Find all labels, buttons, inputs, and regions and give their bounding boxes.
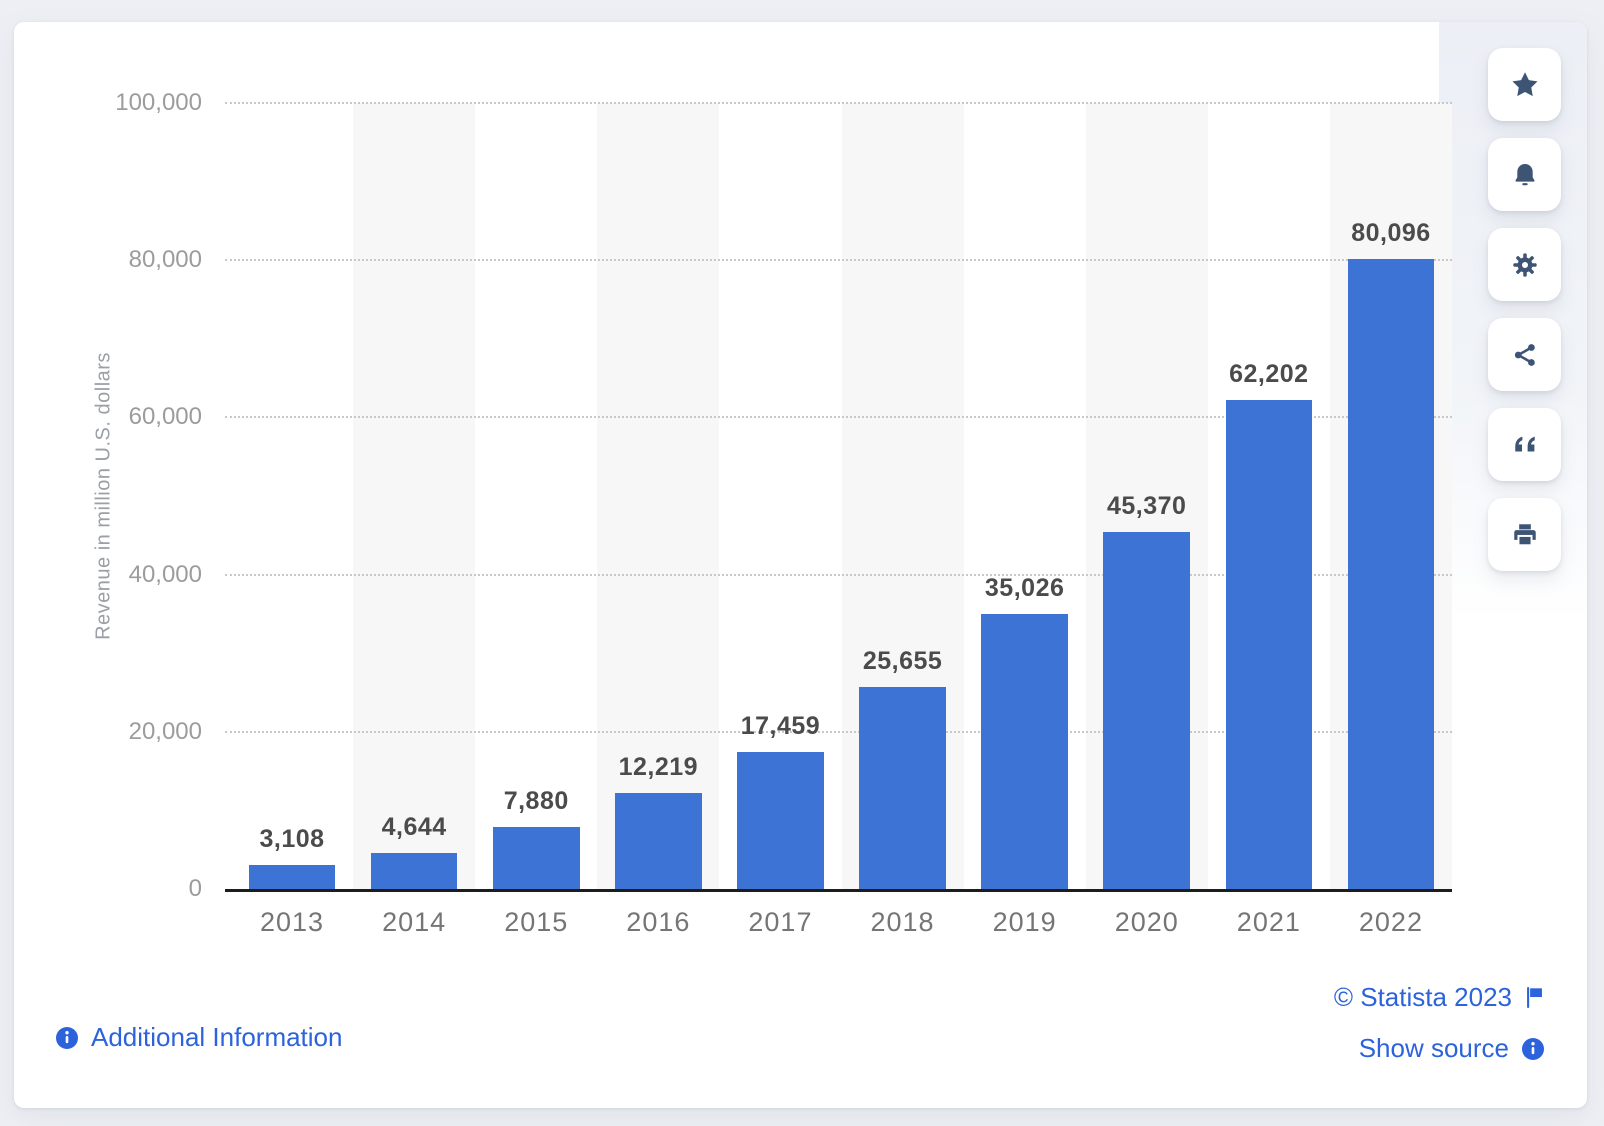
bar-value-label: 45,370 bbox=[1107, 492, 1187, 521]
y-tick-label: 0 bbox=[188, 875, 202, 902]
show-source-label: Show source bbox=[1358, 1033, 1509, 1063]
bar-2016[interactable] bbox=[615, 792, 702, 889]
y-tick-label: 40,000 bbox=[128, 560, 202, 588]
star-icon bbox=[1510, 70, 1540, 100]
statista-copyright-link[interactable]: © Statista 2023 bbox=[1334, 982, 1545, 1013]
copyright-label: © Statista 2023 bbox=[1333, 982, 1512, 1012]
bar-value-label: 35,026 bbox=[984, 573, 1065, 602]
y-gridline bbox=[225, 102, 1452, 104]
x-axis-label: 2015 bbox=[504, 907, 569, 937]
favorite-button[interactable] bbox=[1488, 48, 1561, 121]
x-axis-label: 2014 bbox=[382, 907, 447, 937]
x-axis-label: 2019 bbox=[992, 907, 1057, 937]
additional-information-label: Additional Information bbox=[91, 1022, 343, 1052]
y-tick-label: 20,000 bbox=[128, 717, 202, 745]
bar-value-label: 62,202 bbox=[1229, 360, 1309, 389]
show-source-link[interactable]: Show source bbox=[1359, 1033, 1545, 1064]
bar-2015[interactable] bbox=[492, 827, 580, 889]
info-circle-icon bbox=[1521, 1037, 1545, 1061]
bar-2014[interactable] bbox=[370, 852, 458, 889]
x-axis-label: 2018 bbox=[870, 907, 935, 937]
bar-value-label: 4,644 bbox=[381, 812, 447, 841]
bar-value-label: 80,096 bbox=[1351, 219, 1431, 248]
bar-value-label: 12,219 bbox=[618, 752, 699, 781]
bar-value-label: 3,108 bbox=[259, 824, 325, 853]
alt-column-band bbox=[597, 103, 720, 889]
bar-2021[interactable] bbox=[1225, 400, 1313, 889]
y-gridline bbox=[225, 259, 1452, 262]
flag-icon bbox=[1524, 986, 1545, 1009]
chart-card: Revenue in million U.S. dollars 0 20,000 4… bbox=[14, 22, 1587, 1108]
x-axis-label: 2020 bbox=[1114, 907, 1179, 937]
x-axis-label: 2017 bbox=[748, 907, 813, 937]
bar-value-label: 7,880 bbox=[503, 787, 569, 816]
x-axis-label: 2016 bbox=[626, 907, 691, 937]
y-tick-label: 100,000 bbox=[115, 89, 202, 116]
bar-2019[interactable] bbox=[981, 613, 1068, 889]
bar-2017[interactable] bbox=[737, 751, 824, 889]
y-tick-label: 60,000 bbox=[128, 403, 202, 431]
print-button[interactable] bbox=[1488, 498, 1561, 571]
gear-icon bbox=[1511, 251, 1539, 279]
x-axis-label: 2013 bbox=[260, 907, 325, 937]
alerts-button[interactable] bbox=[1488, 138, 1561, 211]
bar-2022[interactable] bbox=[1347, 259, 1435, 889]
footer-right: © Statista 2023 Show source bbox=[1334, 982, 1545, 1064]
additional-information-link[interactable]: Additional Information bbox=[55, 1022, 342, 1053]
y-tick-label: 80,000 bbox=[128, 246, 202, 274]
alt-column-band bbox=[353, 103, 476, 889]
y-axis-tick-labels: 0 20,000 40,000 60,000 80,000 100,000 bbox=[14, 89, 202, 902]
x-axis-label: 2022 bbox=[1358, 907, 1423, 937]
y-gridline bbox=[225, 730, 1452, 733]
chart-plot: 3,108 2013 4,644 2014 7,880 2015 12,219 2016 17,… bbox=[225, 102, 1452, 937]
bell-icon bbox=[1511, 161, 1539, 189]
quote-icon bbox=[1510, 430, 1540, 460]
info-circle-icon bbox=[55, 1026, 79, 1050]
share-icon bbox=[1511, 341, 1539, 369]
bar-2018[interactable] bbox=[859, 687, 946, 889]
y-gridline bbox=[225, 416, 1452, 419]
cite-button[interactable] bbox=[1488, 408, 1561, 481]
chart-toolbar bbox=[1488, 48, 1561, 571]
share-button[interactable] bbox=[1488, 318, 1561, 391]
y-gridline bbox=[225, 573, 1452, 576]
x-axis-line bbox=[225, 889, 1452, 892]
bar-2013[interactable] bbox=[248, 864, 336, 889]
bar-2020[interactable] bbox=[1103, 532, 1191, 889]
settings-button[interactable] bbox=[1488, 228, 1561, 301]
bar-value-label: 17,459 bbox=[740, 711, 821, 740]
x-axis-label: 2021 bbox=[1236, 907, 1301, 937]
print-icon bbox=[1511, 521, 1539, 549]
bar-value-label: 25,655 bbox=[862, 647, 943, 676]
